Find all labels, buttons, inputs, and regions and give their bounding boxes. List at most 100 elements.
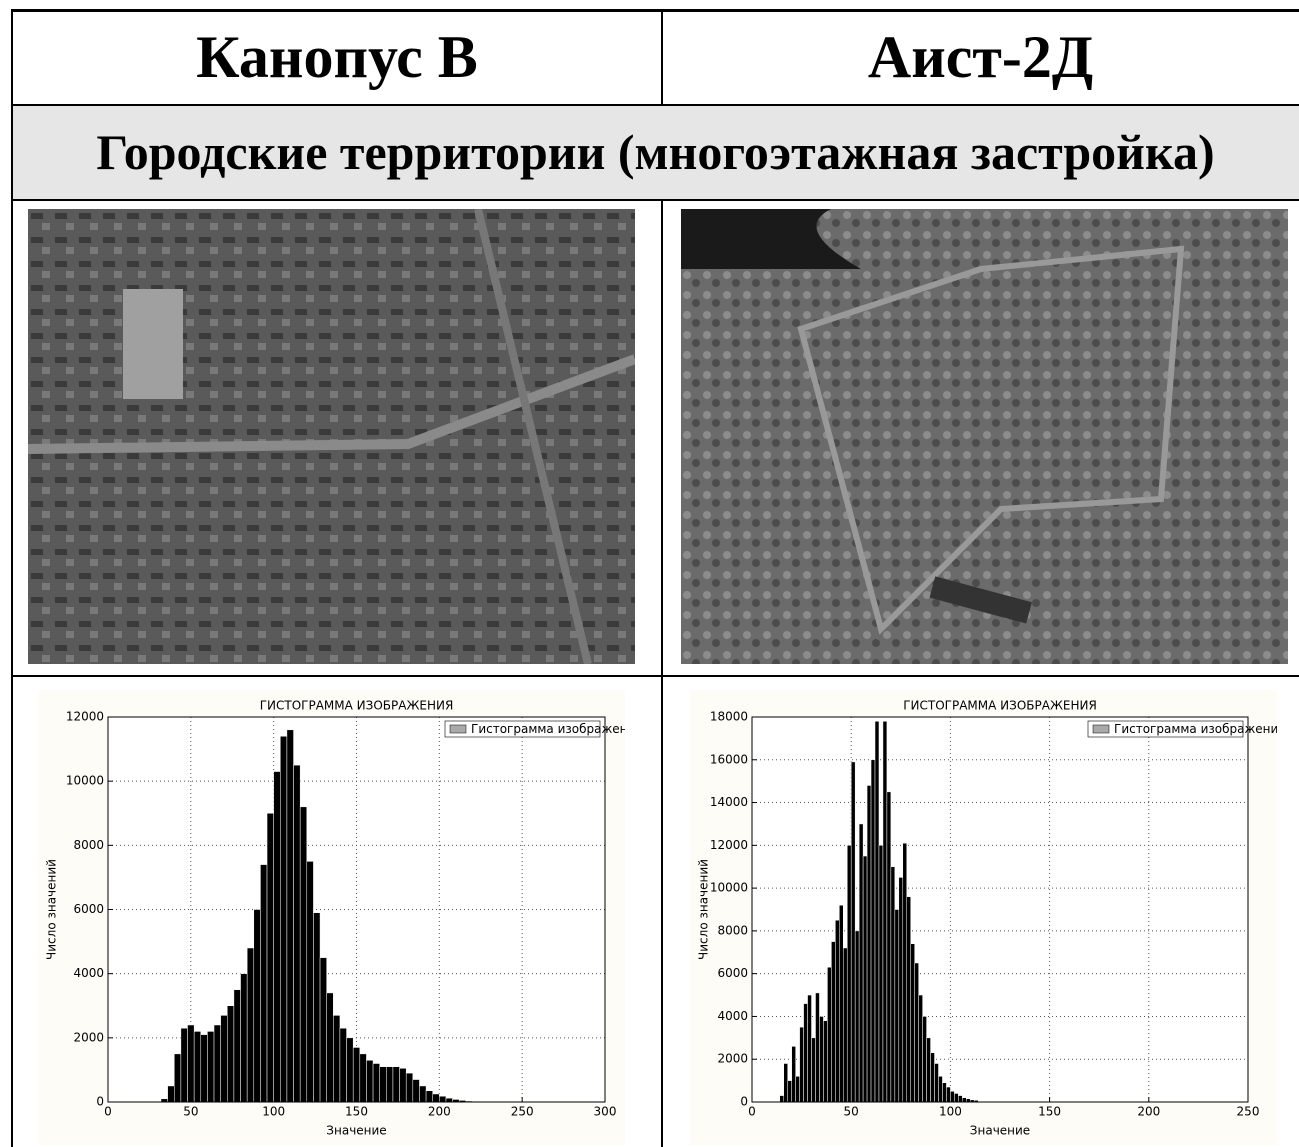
y-tick-label: 16000 [710,752,748,766]
bar [353,1047,360,1102]
border [12,9,1299,12]
bar [373,1064,380,1103]
bar [883,721,887,1102]
bar [911,944,915,1102]
bar [891,867,895,1102]
x-axis-label: Значение [326,1124,386,1138]
bar [899,877,903,1102]
bar [800,1027,804,1102]
bar [347,1038,354,1102]
bar [907,897,911,1102]
x-tick-label: 200 [428,1105,451,1119]
bar [875,721,879,1102]
bar [839,905,843,1102]
bar [808,995,812,1102]
bar [260,865,267,1102]
bar [300,807,307,1102]
y-tick-label: 14000 [710,795,748,809]
bar [871,760,875,1102]
bar [843,948,847,1102]
bar [915,963,919,1102]
bar [823,1021,827,1102]
bar [194,1031,201,1102]
bar [274,772,281,1102]
bar [307,861,314,1102]
bar [254,910,261,1103]
bar [867,785,871,1102]
satellite-image [681,209,1288,664]
y-tick-label: 8000 [73,838,104,852]
bar [780,1096,784,1102]
bar [234,990,241,1102]
x-tick-label: 100 [939,1105,962,1119]
bar [287,730,294,1102]
bar [333,1015,340,1102]
bar [942,1083,946,1102]
x-tick-label: 150 [345,1105,368,1119]
bar [360,1054,367,1102]
y-tick-label: 0 [96,1095,104,1109]
legend-label: Гистограмма изображения [1114,722,1277,736]
y-tick-label: 6000 [717,966,748,980]
bar [280,736,287,1102]
bar [426,1091,433,1102]
bar [796,1076,800,1102]
bar [207,1031,214,1102]
x-tick-label: 100 [262,1105,285,1119]
y-tick-label: 4000 [717,1009,748,1023]
bar [847,845,851,1102]
header-cell: Аист-2Д [662,10,1299,105]
bar [294,765,301,1102]
x-tick-label: 0 [748,1105,756,1119]
y-axis-label: Число значений [45,859,59,960]
bar [819,1016,823,1102]
x-tick-label: 150 [1038,1105,1061,1119]
bar [950,1091,954,1102]
chart-title: ГИСТОГРАММА ИЗОБРАЖЕНИЯ [260,699,454,713]
y-tick-label: 4000 [73,966,104,980]
bar [247,948,254,1102]
bar [895,910,899,1103]
bar [320,958,327,1102]
y-tick-label: 12000 [66,710,104,724]
bar [812,1038,816,1102]
legend-swatch [450,725,466,733]
bar [958,1096,962,1102]
bar [433,1094,440,1102]
bar [815,993,819,1102]
bar [827,967,831,1102]
bar [406,1073,413,1102]
bar [241,974,248,1102]
y-tick-label: 0 [740,1095,748,1109]
bar [931,1053,935,1102]
header-cell: Канопус В [12,10,662,105]
chart-title: ГИСТОГРАММА ИЗОБРАЖЕНИЯ [903,699,1097,713]
bar [174,1054,181,1102]
bar [923,1016,927,1102]
y-tick-label: 8000 [717,923,748,937]
x-axis-label: Значение [970,1124,1030,1138]
bar [962,1098,966,1102]
bar [419,1086,426,1102]
satellite-image [28,209,635,664]
bar [855,931,859,1102]
y-tick-label: 2000 [73,1030,104,1044]
bar [446,1098,453,1102]
bar [380,1067,387,1102]
bar [903,843,907,1102]
bar [938,1076,942,1102]
border [12,199,1299,201]
border [661,9,663,105]
bar [788,1081,792,1102]
y-tick-label: 2000 [717,1052,748,1066]
x-tick-label: 50 [183,1105,198,1119]
bar [804,1004,808,1102]
y-tick-label: 10000 [710,881,748,895]
x-tick-label: 200 [1137,1105,1160,1119]
bar [227,1006,234,1102]
bar [879,845,883,1102]
histogram-chart: 0200040006000800010000120001400016000180… [690,690,1277,1145]
bar [168,1086,175,1102]
bar [954,1093,958,1102]
